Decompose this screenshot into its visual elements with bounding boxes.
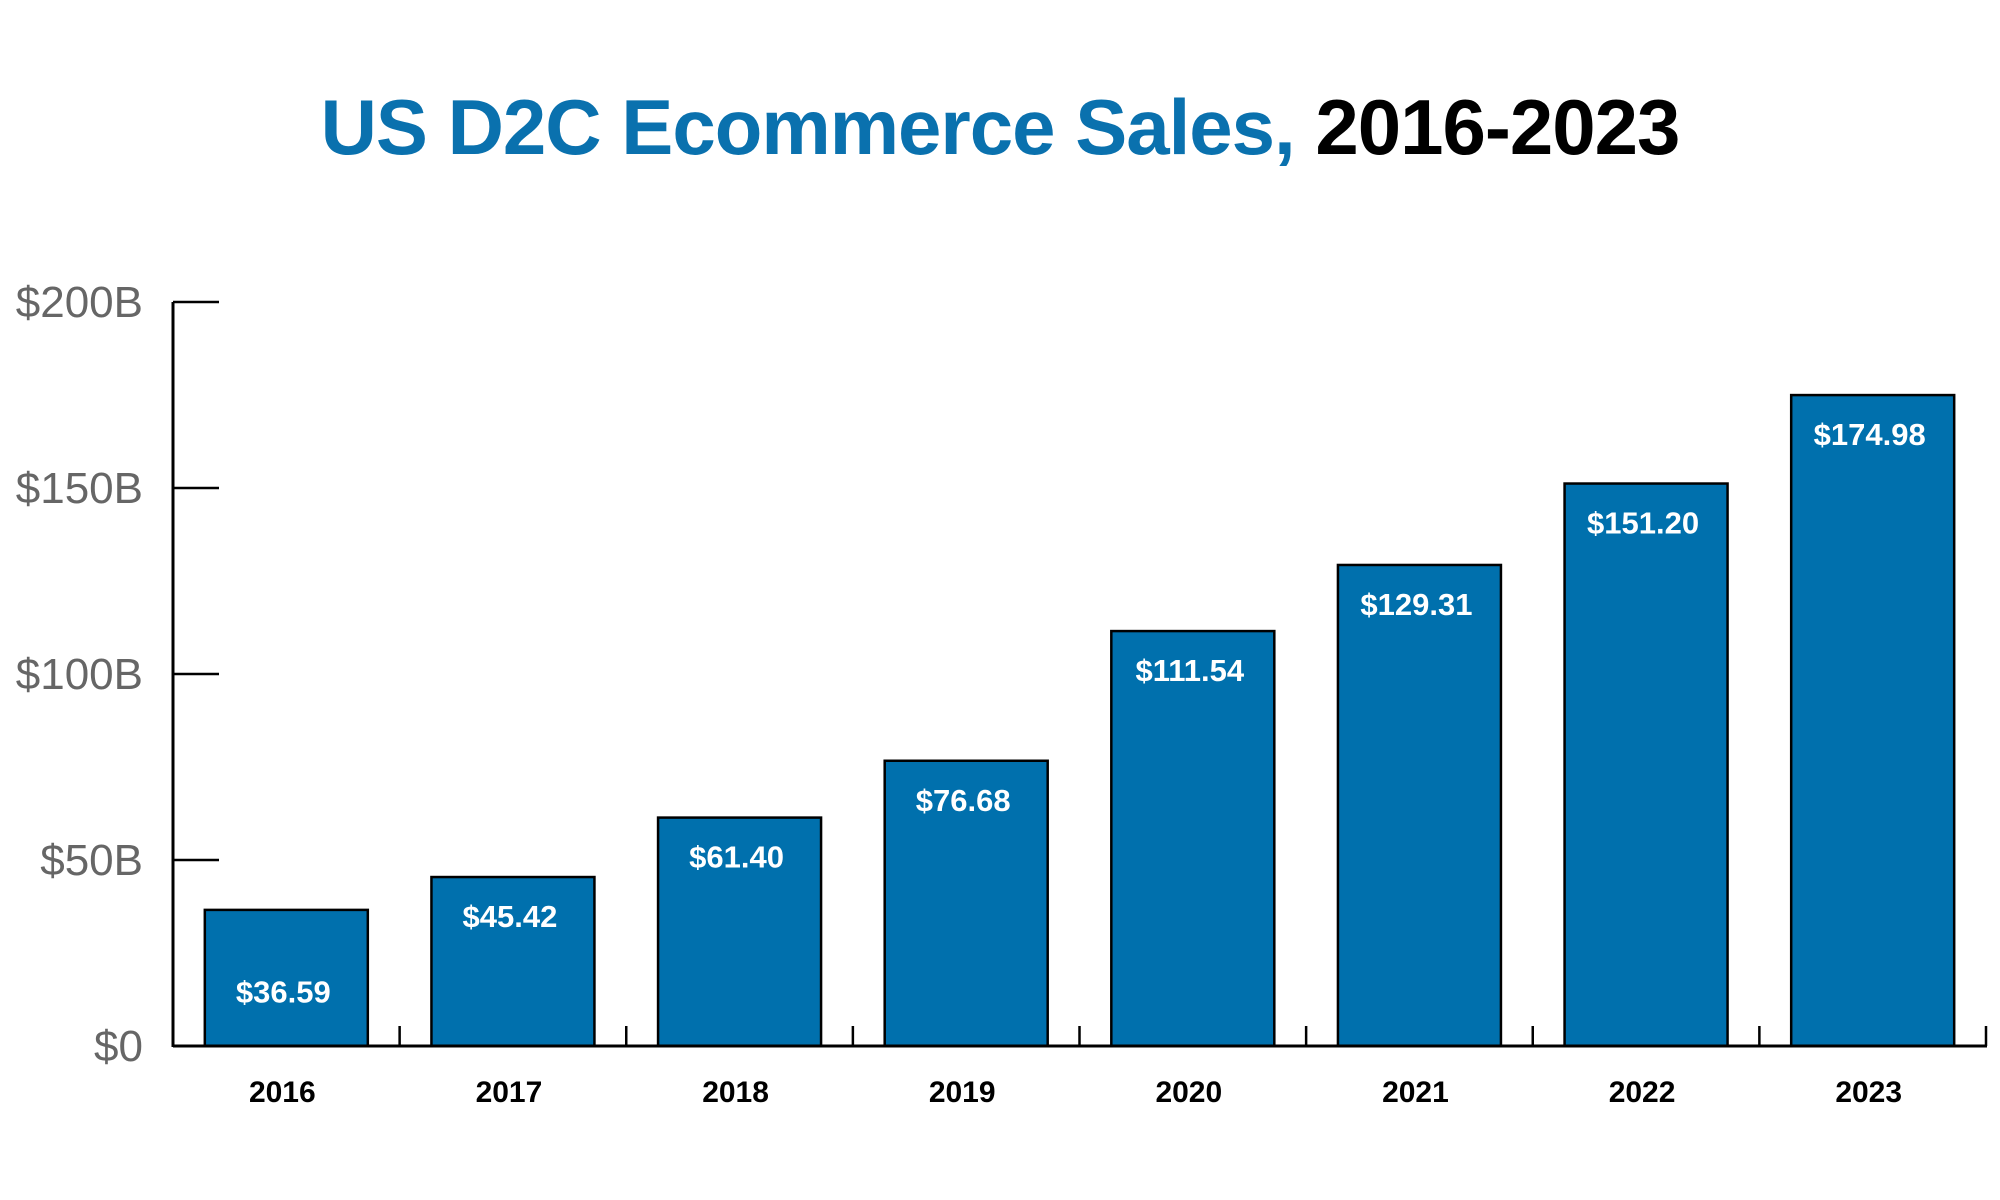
- bar-2021: [1336, 563, 1503, 1048]
- bar-2017: [430, 875, 596, 1048]
- x-tick-label: 2023: [1835, 1076, 1902, 1109]
- x-tick-label: 2020: [1155, 1076, 1222, 1109]
- y-tick-label: $100B: [16, 650, 143, 699]
- chart-title: US D2C Ecommerce Sales, 2016-2023: [0, 82, 2000, 173]
- data-label: $45.42: [463, 899, 558, 934]
- y-tick-label: $0: [94, 1022, 143, 1071]
- bar-2020: [1110, 629, 1276, 1048]
- data-label: $76.68: [916, 783, 1011, 818]
- y-tick-label: $50B: [40, 836, 143, 885]
- x-tick-label: 2021: [1382, 1076, 1449, 1109]
- data-label: $151.20: [1587, 506, 1699, 541]
- data-label: $174.98: [1814, 417, 1926, 452]
- x-tick-label: 2019: [929, 1076, 996, 1109]
- bar-2018: [656, 816, 823, 1048]
- bar-2016: [203, 908, 370, 1048]
- data-label: $111.54: [1135, 653, 1244, 688]
- chart-title-highlight: US D2C Ecommerce Sales,: [320, 83, 1296, 171]
- data-label: $36.59: [236, 974, 331, 1009]
- data-label: $129.31: [1360, 587, 1472, 622]
- x-tick-label: 2022: [1609, 1076, 1676, 1109]
- y-tick-label: $150B: [16, 464, 143, 513]
- x-tick-label: 2018: [702, 1076, 769, 1109]
- x-tick-label: 2016: [249, 1076, 316, 1109]
- y-tick-label: $200B: [16, 278, 143, 327]
- bar-2023: [1789, 393, 1956, 1048]
- x-tick-label: 2017: [476, 1076, 543, 1109]
- chart-title-rest: 2016-2023: [1294, 83, 1680, 171]
- data-label: $61.40: [689, 840, 784, 875]
- bar-2022: [1563, 482, 1729, 1048]
